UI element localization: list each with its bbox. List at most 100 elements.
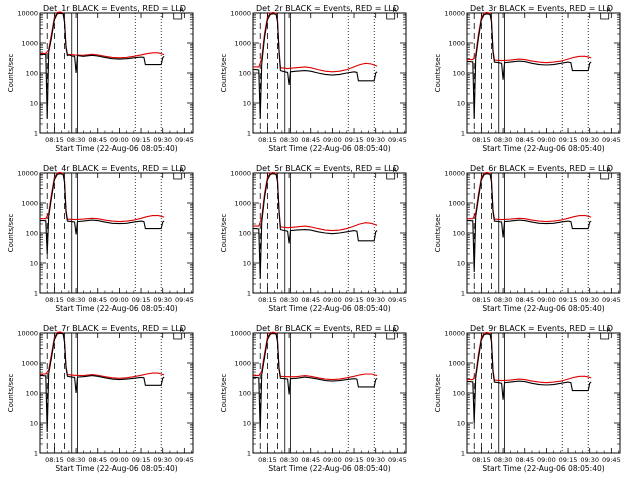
x-tick-label: 08:45: [88, 136, 107, 144]
y-tick-label: 1: [247, 130, 251, 138]
y-tick-label: 100: [453, 230, 465, 238]
series-line-events: [467, 13, 592, 119]
x-tick-label: 09:00: [537, 296, 556, 304]
attenuator-bracket: [386, 333, 396, 340]
series-line-lld: [253, 331, 378, 381]
x-tick-label: 09:45: [175, 136, 194, 144]
x-tick-label: 09:45: [388, 136, 407, 144]
plot-frame: [252, 12, 407, 134]
y-tick-label: 1000: [21, 40, 38, 48]
x-tick-label: 09:30: [366, 456, 385, 464]
chart-title: Det_9r BLACK = Events, RED = LLD: [470, 324, 613, 333]
attenuator-label: R: [179, 166, 184, 174]
y-tick-label: 1000: [234, 360, 251, 368]
series-line-lld: [253, 171, 378, 232]
x-tick-label: 09:15: [345, 296, 364, 304]
y-tick-label: 100: [26, 230, 38, 238]
chart-panel-det_2r: Det_2r BLACK = Events, RED = LLD 1 10 100 10…: [220, 4, 407, 153]
attenuator-label: R: [606, 326, 611, 334]
attenuator-bracket: [600, 13, 610, 20]
y-tick-label: 10000: [230, 10, 251, 18]
x-tick-label: 09:15: [132, 296, 151, 304]
attenuator-bracket: [600, 333, 610, 340]
series-line-lld: [467, 331, 592, 384]
x-tick-label: 08:15: [258, 136, 277, 144]
x-tick-label: 08:30: [280, 296, 299, 304]
x-tick-label: 09:45: [388, 296, 407, 304]
y-axis-label: Counts/sec: [7, 54, 15, 93]
x-tick-label: 09:00: [110, 136, 129, 144]
y-axis-label: Counts/sec: [7, 374, 15, 413]
x-tick-label: 09:15: [559, 456, 578, 464]
y-tick-label: 10000: [444, 10, 465, 18]
plot-frame: [39, 332, 194, 454]
x-tick-label: 09:45: [602, 456, 621, 464]
x-tick-label: 08:30: [494, 296, 513, 304]
x-tick-label: 08:15: [45, 296, 64, 304]
x-tick-label: 09:30: [580, 296, 599, 304]
x-tick-label: 09:15: [345, 136, 364, 144]
y-axis-label: Counts/sec: [220, 54, 228, 93]
series-line-lld: [40, 11, 165, 59]
plot-frame: [252, 332, 407, 454]
y-tick-label: 1: [34, 130, 38, 138]
y-tick-label: 1: [34, 290, 38, 298]
x-tick-label: 08:15: [45, 136, 64, 144]
x-tick-label: 09:30: [153, 296, 172, 304]
x-tick-label: 08:15: [472, 456, 491, 464]
attenuator-label: R: [179, 6, 184, 14]
y-axis-label: Counts/sec: [434, 374, 442, 413]
x-axis-label: Start Time (22-Aug-06 08:05:40): [55, 464, 177, 473]
chart-title: Det_4r BLACK = Events, RED = LLD: [43, 164, 186, 173]
x-tick-label: 09:00: [323, 296, 342, 304]
x-tick-label: 09:15: [132, 456, 151, 464]
chart-title: Det_5r BLACK = Events, RED = LLD: [256, 164, 399, 173]
x-tick-label: 08:45: [515, 296, 534, 304]
plot-frame: [39, 12, 194, 134]
x-tick-label: 09:00: [537, 456, 556, 464]
y-tick-label: 10000: [444, 330, 465, 338]
x-tick-label: 09:15: [559, 136, 578, 144]
y-tick-label: 10: [457, 420, 465, 428]
y-tick-label: 10000: [17, 330, 38, 338]
y-tick-label: 1000: [21, 200, 38, 208]
y-tick-label: 1000: [21, 360, 38, 368]
y-tick-label: 100: [453, 390, 465, 398]
x-tick-label: 08:45: [515, 136, 534, 144]
y-tick-label: 1000: [448, 360, 465, 368]
x-tick-label: 08:15: [472, 136, 491, 144]
chart-title: Det_3r BLACK = Events, RED = LLD: [470, 4, 613, 13]
y-tick-label: 10000: [230, 330, 251, 338]
x-tick-label: 08:30: [280, 136, 299, 144]
x-tick-label: 09:45: [388, 456, 407, 464]
x-tick-label: 08:30: [67, 456, 86, 464]
chart-panel-det_5r: Det_5r BLACK = Events, RED = LLD 1 10 100 10…: [220, 164, 407, 313]
x-axis-label: Start Time (22-Aug-06 08:05:40): [55, 304, 177, 313]
attenuator-bracket: [173, 333, 183, 340]
y-tick-label: 1: [247, 450, 251, 458]
x-tick-label: 09:30: [366, 296, 385, 304]
attenuator-label: R: [392, 6, 397, 14]
y-axis-label: Counts/sec: [7, 214, 15, 253]
attenuator-bracket: [600, 173, 610, 180]
attenuator-bracket: [386, 13, 396, 20]
y-tick-label: 10000: [17, 10, 38, 18]
x-tick-label: 09:00: [323, 136, 342, 144]
y-axis-label: Counts/sec: [434, 214, 442, 253]
x-tick-label: 08:15: [258, 456, 277, 464]
series-line-events: [253, 173, 378, 279]
chart-panel-det_9r: Det_9r BLACK = Events, RED = LLD 1 10 100 10…: [434, 324, 621, 473]
x-tick-label: 08:45: [88, 296, 107, 304]
x-tick-label: 08:30: [280, 456, 299, 464]
y-tick-label: 10: [30, 100, 38, 108]
x-tick-label: 08:15: [45, 456, 64, 464]
y-tick-label: 1: [34, 450, 38, 458]
y-tick-label: 1000: [234, 40, 251, 48]
x-tick-label: 08:45: [515, 456, 534, 464]
y-tick-label: 1: [461, 450, 465, 458]
plot-frame: [466, 12, 621, 134]
x-tick-label: 08:45: [88, 456, 107, 464]
x-axis-label: Start Time (22-Aug-06 08:05:40): [482, 464, 604, 473]
attenuator-bracket: [386, 173, 396, 180]
